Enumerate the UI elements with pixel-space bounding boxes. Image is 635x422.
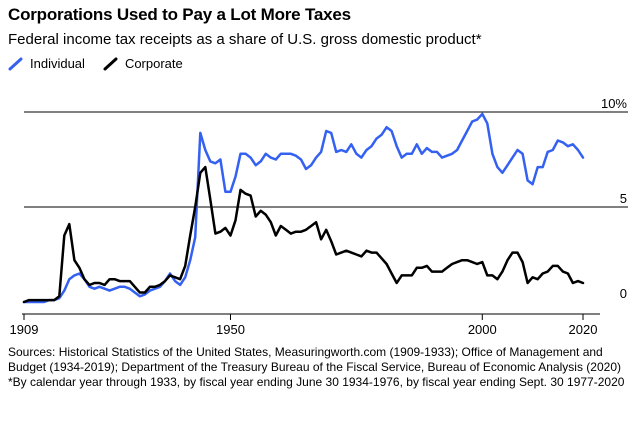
legend-label-individual: Individual	[30, 56, 85, 71]
footer-notes: Sources: Historical Statistics of the Un…	[8, 345, 628, 390]
line-chart: 1909 1950 2000 2020 0 5 10%	[10, 96, 628, 337]
sources-note: Sources: Historical Statistics of the Un…	[8, 345, 621, 374]
series-line-corporate	[22, 165, 585, 304]
legend-swatch-corporate	[103, 57, 118, 70]
chart-title: Corporations Used to Pay a Lot More Taxe…	[8, 5, 351, 24]
legend-item-individual: Individual	[8, 56, 85, 71]
chart-area: 1909 1950 2000 2020 0 5 10%	[0, 80, 635, 350]
y-tick-label-0: 0	[620, 286, 627, 301]
series-lines	[22, 112, 585, 304]
series-line-individual	[22, 112, 585, 304]
x-tick-label-2000: 2000	[468, 322, 497, 337]
x-tick-label-2020: 2020	[569, 322, 598, 337]
x-tick-label-1909: 1909	[10, 322, 39, 337]
y-axis: 0 5 10%	[601, 96, 627, 301]
y-tick-label-5: 5	[620, 191, 627, 206]
legend-label-corporate: Corporate	[124, 56, 183, 71]
x-axis: 1909 1950 2000 2020	[10, 313, 600, 337]
legend-swatch-individual	[8, 57, 23, 70]
legend-item-corporate: Corporate	[103, 56, 183, 71]
gridlines	[24, 111, 628, 208]
y-tick-label-10: 10%	[601, 96, 627, 111]
x-tick-label-1950: 1950	[216, 322, 245, 337]
chart-subtitle: Federal income tax receipts as a share o…	[8, 31, 482, 48]
legend: Individual Corporate	[8, 56, 201, 71]
footnote: *By calendar year through 1933, by fisca…	[8, 375, 625, 389]
